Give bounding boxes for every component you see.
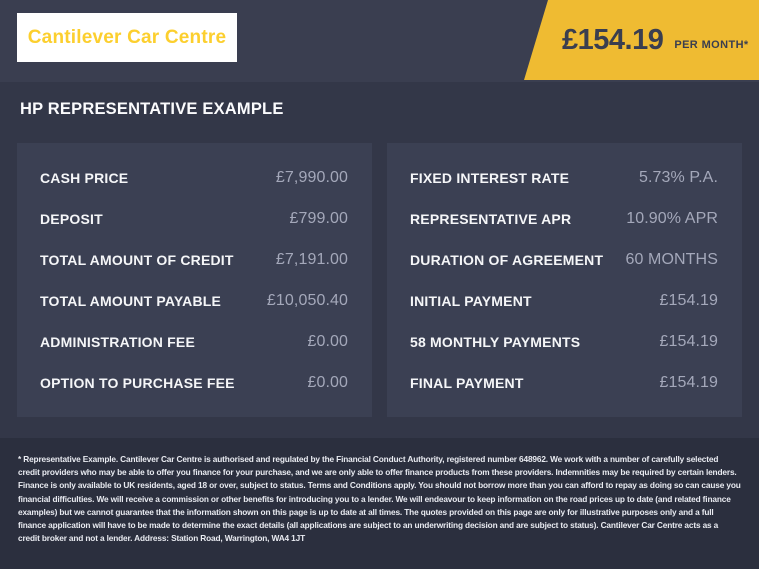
finance-row-value: 60 MONTHS	[625, 250, 718, 268]
finance-row-admin-fee: ADMINISTRATION FEE £0.00	[40, 321, 348, 362]
finance-row-value: £10,050.40	[266, 291, 348, 309]
finance-row-value: £154.19	[659, 332, 718, 350]
finance-panel-left: CASH PRICE £7,990.00 DEPOSIT £799.00 TOT…	[17, 143, 372, 417]
dealer-logo: Cantilever Car Centre	[17, 13, 237, 62]
finance-row-apr: REPRESENTATIVE APR 10.90% APR	[410, 198, 718, 239]
finance-row-value: £799.00	[289, 209, 348, 227]
finance-row-label: FIXED INTEREST RATE	[410, 169, 570, 186]
finance-row-initial-payment: INITIAL PAYMENT £154.19	[410, 280, 718, 321]
page-title: HP REPRESENTATIVE EXAMPLE	[20, 100, 284, 118]
finance-row-value: 5.73% P.A.	[639, 168, 718, 186]
footer-disclaimer-section: * Representative Example. Cantilever Car…	[0, 438, 759, 569]
finance-row-total-payable: TOTAL AMOUNT PAYABLE £10,050.40	[40, 280, 348, 321]
finance-row-label: REPRESENTATIVE APR	[410, 210, 572, 227]
dealer-logo-text: Cantilever Car Centre	[27, 26, 227, 48]
finance-row-label: CASH PRICE	[40, 169, 129, 186]
finance-row-value: £0.00	[307, 373, 348, 391]
header-bar: Cantilever Car Centre £154.19 PER MONTH*	[0, 0, 759, 82]
monthly-price-banner: £154.19 PER MONTH*	[524, 0, 759, 80]
finance-row-total-credit: TOTAL AMOUNT OF CREDIT £7,191.00	[40, 239, 348, 280]
finance-panel-right: FIXED INTEREST RATE 5.73% P.A. REPRESENT…	[387, 143, 742, 417]
finance-row-label: ADMINISTRATION FEE	[40, 333, 196, 350]
finance-row-value: £7,990.00	[275, 168, 348, 186]
finance-row-option-fee: OPTION TO PURCHASE FEE £0.00	[40, 362, 348, 403]
monthly-price-value: £154.19	[562, 23, 664, 56]
finance-row-label: DEPOSIT	[40, 210, 103, 227]
finance-row-cash-price: CASH PRICE £7,990.00	[40, 157, 348, 198]
finance-row-label: TOTAL AMOUNT PAYABLE	[40, 292, 222, 309]
finance-row-final-payment: FINAL PAYMENT £154.19	[410, 362, 718, 403]
monthly-price-per-label: PER MONTH*	[674, 39, 749, 51]
finance-row-deposit: DEPOSIT £799.00	[40, 198, 348, 239]
finance-row-label: FINAL PAYMENT	[410, 374, 524, 391]
finance-row-label: TOTAL AMOUNT OF CREDIT	[40, 251, 234, 268]
finance-row-value: £7,191.00	[275, 250, 348, 268]
legal-disclaimer-text: * Representative Example. Cantilever Car…	[18, 454, 741, 544]
finance-row-label: OPTION TO PURCHASE FEE	[40, 374, 235, 391]
main-section: HP REPRESENTATIVE EXAMPLE CASH PRICE £7,…	[0, 82, 759, 438]
finance-row-label: 58 MONTHLY PAYMENTS	[410, 333, 581, 350]
finance-row-value: £0.00	[307, 332, 348, 350]
finance-row-duration: DURATION OF AGREEMENT 60 MONTHS	[410, 239, 718, 280]
finance-row-monthly-payments: 58 MONTHLY PAYMENTS £154.19	[410, 321, 718, 362]
finance-row-label: DURATION OF AGREEMENT	[410, 251, 604, 268]
finance-row-label: INITIAL PAYMENT	[410, 292, 532, 309]
finance-row-interest-rate: FIXED INTEREST RATE 5.73% P.A.	[410, 157, 718, 198]
finance-row-value: £154.19	[659, 291, 718, 309]
finance-row-value: £154.19	[659, 373, 718, 391]
finance-row-value: 10.90% APR	[626, 209, 718, 227]
